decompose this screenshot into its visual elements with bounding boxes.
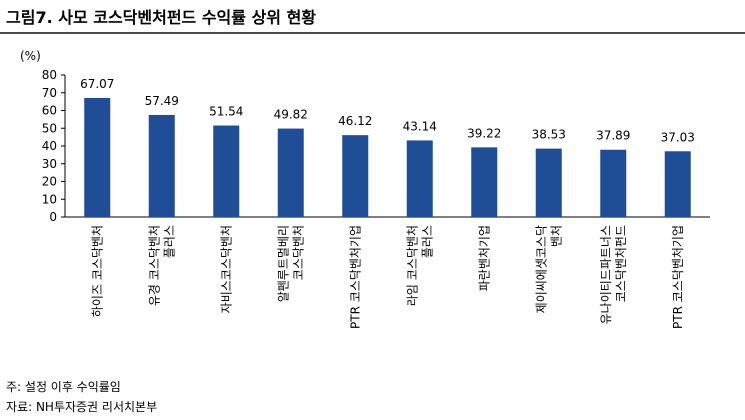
x-category-label: 제이씨에셋코스닥 bbox=[534, 225, 548, 313]
chart-footnote: 주: 설정 이후 수익률임 bbox=[6, 380, 121, 394]
bar bbox=[471, 147, 498, 217]
y-tick-label: 0 bbox=[49, 210, 57, 224]
data-label: 39.22 bbox=[467, 126, 501, 140]
bars bbox=[84, 97, 691, 217]
data-label: 37.89 bbox=[596, 129, 630, 143]
y-tick-label: 80 bbox=[42, 68, 57, 82]
data-label: 37.03 bbox=[661, 130, 695, 144]
x-category-label: 유경 코스닥벤처 bbox=[147, 225, 161, 306]
x-category-label: 라임 코스닥벤처 bbox=[405, 225, 419, 306]
bar bbox=[213, 125, 240, 217]
data-label: 49.82 bbox=[274, 108, 308, 122]
y-tick-label: 40 bbox=[42, 139, 57, 153]
x-category-label: 플러스 bbox=[420, 225, 434, 258]
x-category-label: 하이즈 코스닥벤처 bbox=[90, 225, 104, 317]
bar bbox=[84, 97, 111, 217]
bar bbox=[600, 149, 627, 217]
y-unit-label: (%) bbox=[20, 49, 41, 63]
x-category-label: 플러스 bbox=[162, 225, 176, 258]
bar bbox=[148, 114, 175, 217]
value-labels: 67.07 57.49 51.54 49.82 46.12 43.14 39.22 38.53… bbox=[80, 77, 695, 144]
data-label: 43.14 bbox=[403, 119, 437, 133]
x-category-label: PTR 코스닥벤처기업 bbox=[348, 225, 362, 329]
data-label: 51.54 bbox=[209, 105, 243, 119]
data-label: 38.53 bbox=[532, 128, 566, 142]
x-category-label: 파란벤처기업 bbox=[477, 225, 491, 291]
y-tick-label: 30 bbox=[42, 157, 57, 171]
x-category-label: 코스닥벤처 bbox=[291, 225, 305, 280]
y-tick-label: 70 bbox=[42, 86, 57, 100]
y-tick-label: 20 bbox=[42, 175, 57, 189]
x-axis-labels: 하이즈 코스닥벤처 유경 코스닥벤처 플러스 자비스코스닥벤처 알펜루트멀베리 코스닥벤처… bbox=[90, 225, 685, 329]
y-tick-label: 60 bbox=[42, 104, 57, 118]
data-label: 57.49 bbox=[145, 94, 179, 108]
x-category-label: 알펜루트멀베리 bbox=[276, 225, 290, 302]
title-divider bbox=[0, 32, 745, 34]
x-category-label: 유나이티드파트너스 bbox=[599, 225, 613, 324]
chart-source: 자료: NH투자증권 리서치본부 bbox=[6, 400, 158, 414]
figure-title: 그림7. 사모 코스닥벤처펀드 수익률 상위 현황 bbox=[6, 8, 317, 27]
bar bbox=[406, 140, 433, 217]
data-label: 67.07 bbox=[80, 77, 114, 91]
bar bbox=[277, 128, 304, 217]
bar bbox=[535, 148, 562, 217]
x-category-label: PTR 코스닥벤처기업 bbox=[671, 225, 685, 329]
y-tick-label: 50 bbox=[42, 121, 57, 135]
data-label: 46.12 bbox=[338, 114, 372, 128]
y-tick-label: 10 bbox=[42, 192, 57, 206]
bar bbox=[342, 135, 369, 217]
bar bbox=[664, 151, 691, 217]
x-category-label: 자비스코스닥벤처 bbox=[219, 225, 233, 313]
x-category-label: 벤처 bbox=[549, 225, 563, 247]
x-category-label: 코스닥벤처펀드 bbox=[614, 225, 628, 302]
